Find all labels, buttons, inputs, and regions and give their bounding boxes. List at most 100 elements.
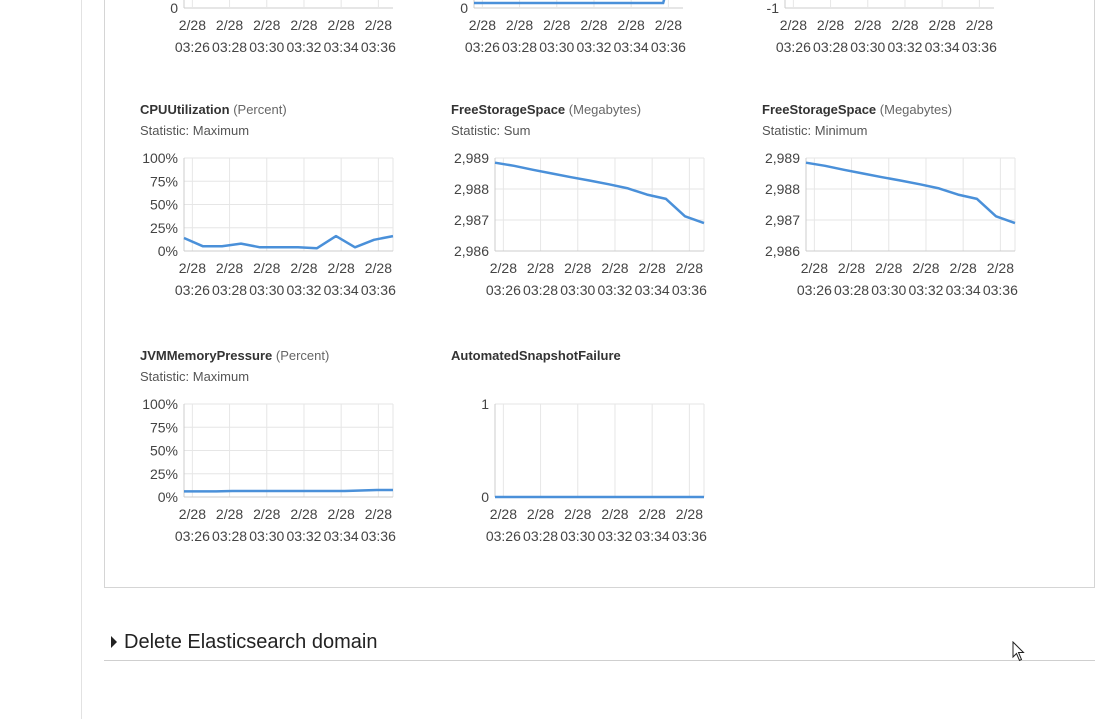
x-tick-date: 2/28 [365,506,392,522]
y-tick-label: 2,988 [765,181,800,197]
mouse-cursor-icon [1012,641,1025,662]
x-tick-time: 03:30 [249,282,284,298]
x-tick-time: 03:26 [486,528,521,544]
x-tick-time: 03:32 [286,528,321,544]
x-tick-time: 03:32 [286,282,321,298]
x-tick-date: 2/28 [216,260,243,276]
x-tick-time: 03:30 [539,39,574,55]
left-nav-divider [81,0,82,719]
x-tick-time: 03:30 [560,528,595,544]
x-tick-time: 03:26 [797,282,832,298]
x-tick-time: 03:26 [175,39,210,55]
top-chart-2-plot: 02/2803:262/2803:282/2803:302/2803:322/2… [460,0,686,55]
x-tick-date: 2/28 [328,506,355,522]
x-tick-date: 2/28 [780,17,807,33]
x-tick-date: 2/28 [490,260,517,276]
x-tick-date: 2/28 [580,17,607,33]
x-tick-time: 03:34 [946,282,981,298]
x-tick-date: 2/28 [365,17,392,33]
x-tick-time: 03:26 [486,282,521,298]
y-tick-label: 0 [460,0,468,16]
delete-domain-section[interactable]: Delete Elasticsearch domain [104,628,1095,661]
x-tick-date: 2/28 [253,260,280,276]
chart-title: AutomatedSnapshotFailure [451,348,621,363]
chart-statistic: Statistic: Maximum [140,123,250,138]
x-tick-date: 2/28 [179,260,206,276]
chart-metric-name: AutomatedSnapshotFailure [451,348,621,363]
chart-plot: 2,9892,9882,9872,9862/2803:262/2803:282/… [765,150,1018,298]
x-tick-date: 2/28 [328,260,355,276]
x-tick-date: 2/28 [216,506,243,522]
y-tick-label: 100% [142,396,178,412]
y-tick-label: 100% [142,150,178,166]
chart-unit: (Percent) [233,102,287,117]
x-tick-date: 2/28 [817,17,844,33]
x-tick-date: 2/28 [676,260,703,276]
x-tick-time: 03:32 [597,528,632,544]
x-tick-date: 2/28 [987,260,1014,276]
x-tick-time: 03:36 [672,282,707,298]
top-chart-1: 0 2/28 03:26 2/28 03:28 2/28 03:30 2/28 03:32 2/2… [105,0,405,58]
x-tick-date: 2/28 [253,17,280,33]
y-tick-label: 75% [150,173,178,189]
x-tick-time: 03:32 [908,282,943,298]
x-tick-date: 2/28 [543,17,570,33]
y-tick-label: 50% [150,197,178,213]
x-tick-date: 2/28 [929,17,956,33]
x-tick-date: 2/28 [564,506,591,522]
chart-metric-name: JVMMemoryPressure [140,348,273,363]
x-tick-time: 03:28 [834,282,869,298]
y-tick-label: 0 [481,489,489,505]
chart-plot: 102/2803:262/2803:282/2803:302/2803:322/… [481,396,707,544]
top-chart-3-plot: -12/2803:262/2803:282/2803:302/2803:322/… [767,0,997,55]
x-tick-date: 2/28 [527,506,554,522]
x-tick-time: 03:32 [597,282,632,298]
chart-unit: (Megabytes) [568,102,642,117]
x-tick-time: 03:36 [651,39,686,55]
x-tick-time: 03:30 [871,282,906,298]
y-tick-label: 2,987 [765,212,800,228]
x-tick-date: 2/28 [601,506,628,522]
x-tick-date: 2/28 [179,17,206,33]
chart-title: FreeStorageSpace (Megabytes) [762,102,952,117]
x-tick-date: 2/28 [469,17,496,33]
x-tick-time: 03:36 [983,282,1018,298]
x-tick-date: 2/28 [506,17,533,33]
y-tick-label: 1 [481,396,489,412]
x-tick-date: 2/28 [950,260,977,276]
x-tick-date: 2/28 [290,17,317,33]
chart-unit: (Percent) [275,348,330,363]
series-line [474,0,666,5]
chart-metric-name: CPUUtilization [140,102,230,117]
x-tick-time: 03:28 [523,528,558,544]
y-tick-label: -1 [767,0,780,16]
y-tick-label: 2,986 [454,243,489,259]
series-line [184,488,393,493]
x-tick-date: 2/28 [966,17,993,33]
x-tick-date: 2/28 [676,506,703,522]
x-tick-time: 03:34 [635,282,670,298]
x-tick-time: 03:28 [813,39,848,55]
x-tick-date: 2/28 [801,260,828,276]
chart-plot: 100%75%50%25%0%2/2803:262/2803:282/2803:… [142,150,396,298]
y-tick-label: 0 [170,0,178,16]
y-tick-label: 2,988 [454,181,489,197]
caret-right-icon[interactable] [111,636,117,648]
chart-cpu-utilization: CPUUtilization (Percent) Statistic: Maxi… [140,102,430,302]
delete-domain-label[interactable]: Delete Elasticsearch domain [124,631,378,653]
x-tick-time: 03:36 [672,528,707,544]
x-tick-time: 03:34 [324,39,359,55]
x-tick-time: 03:28 [502,39,537,55]
chart-plot: 100%75%50%25%0%2/2803:262/2803:282/2803:… [142,396,396,544]
chart-free-storage-sum: FreeStorageSpace (Megabytes) Statistic: … [451,102,741,302]
top-chart-3: -1 2/28 03:26 2/28 03:28 2/28 03:30 2/28 03:32 2/… [727,0,1027,58]
y-tick-label: 2,987 [454,212,489,228]
series-line [183,234,394,250]
x-tick-date: 2/28 [564,260,591,276]
chart-statistic: Statistic: Sum [451,123,531,138]
x-tick-date: 2/28 [601,260,628,276]
x-tick-time: 03:36 [962,39,997,55]
y-tick-label: 2,989 [454,150,489,166]
chart-statistic: Statistic: Maximum [140,369,250,384]
x-tick-time: 03:30 [249,528,284,544]
